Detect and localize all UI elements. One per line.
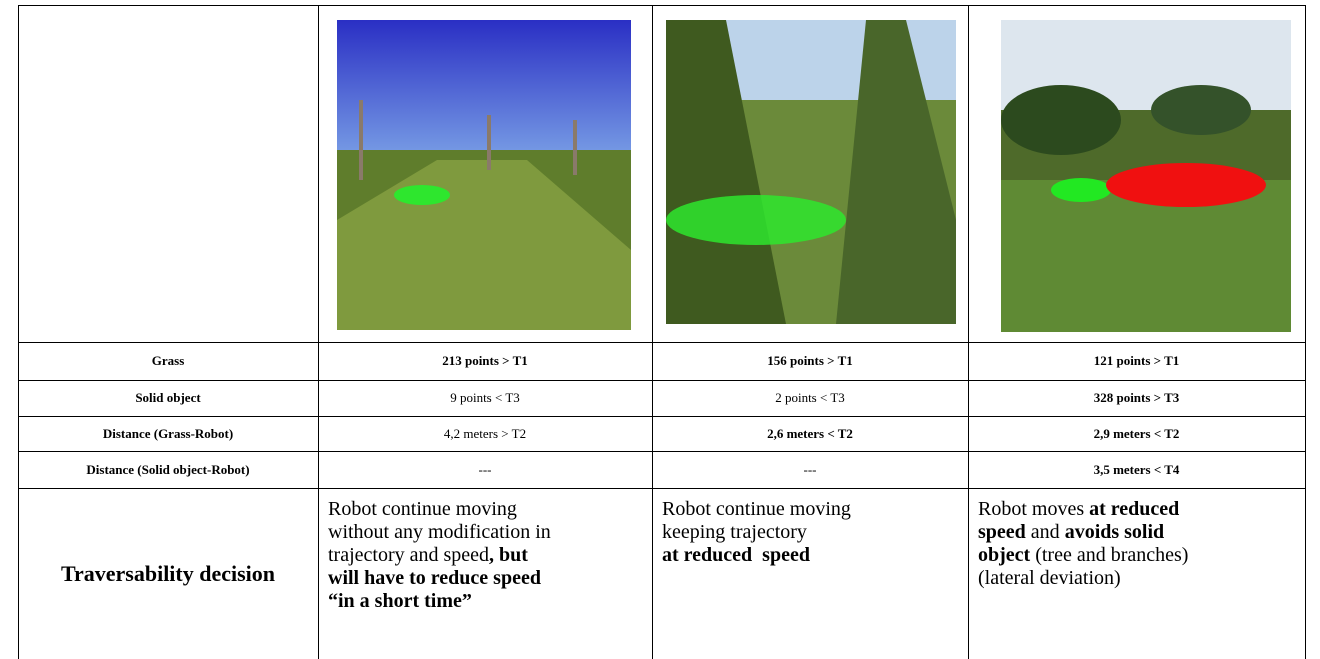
cell-value: 2,6 meters < T2 bbox=[767, 425, 853, 441]
cell-value: 2,9 meters < T2 bbox=[1093, 425, 1180, 441]
cell-value: --- bbox=[478, 461, 492, 477]
decision-text: Robot moves at reduced speed and avoids s… bbox=[978, 498, 1188, 590]
text-segment: Robot continue moving bbox=[662, 498, 851, 520]
text-segment: keeping trajectory bbox=[662, 521, 807, 543]
text-line: Robot moves at reduced bbox=[978, 498, 1188, 521]
cell-value: 2 points < T3 bbox=[775, 390, 845, 405]
cell-value: --- bbox=[803, 461, 817, 477]
row-border bbox=[18, 416, 1306, 417]
text-line: Robot continue moving bbox=[662, 498, 851, 521]
column-border bbox=[18, 5, 19, 659]
text-segment: at reduced speed bbox=[662, 544, 810, 566]
cell-value: 156 points > T1 bbox=[767, 353, 853, 368]
text-segment: at reduced bbox=[1089, 498, 1180, 520]
column-border bbox=[968, 5, 969, 659]
text-segment: (tree and branches) bbox=[1030, 544, 1189, 566]
text-line: without any modification in bbox=[328, 521, 551, 544]
photo-vineyard bbox=[337, 20, 631, 330]
cell-value: 3,5 meters < T4 bbox=[1093, 461, 1180, 477]
cell-value: 9 points < T3 bbox=[450, 390, 520, 405]
text-segment: (lateral deviation) bbox=[978, 567, 1121, 589]
text-line: Robot continue moving bbox=[328, 498, 551, 521]
text-line: will have to reduce speed bbox=[328, 567, 551, 590]
decision-label: Traversability decision bbox=[60, 560, 276, 586]
column-border bbox=[318, 5, 319, 659]
text-line: at reduced speed bbox=[662, 544, 851, 567]
text-segment: , but bbox=[489, 544, 528, 566]
text-segment: without any modification in bbox=[328, 521, 551, 543]
decision-text: Robot continue moving without any modific… bbox=[328, 498, 551, 613]
cell-value: 4,2 meters > T2 bbox=[443, 425, 527, 441]
text-segment: and bbox=[1025, 521, 1065, 543]
photo-tall-grass bbox=[666, 20, 956, 324]
cell-value: 213 points > T1 bbox=[442, 353, 528, 368]
text-segment: avoids solid bbox=[1064, 521, 1165, 543]
text-line: trajectory and speed, but bbox=[328, 544, 551, 567]
text-segment: trajectory and speed bbox=[328, 544, 490, 566]
text-segment: will have to reduce speed bbox=[328, 567, 541, 589]
text-segment: object bbox=[978, 544, 1031, 566]
cell-value: 328 points > T3 bbox=[1093, 390, 1180, 405]
text-line: speed and avoids solid bbox=[978, 521, 1188, 544]
decision-text: Robot continue moving keeping trajectory a… bbox=[662, 498, 851, 567]
row-label: Distance (Grass-Robot) bbox=[102, 425, 234, 441]
text-segment: Robot continue moving bbox=[328, 498, 517, 520]
row-border bbox=[18, 451, 1306, 452]
text-segment: “in a short time” bbox=[328, 590, 472, 612]
text-segment: speed bbox=[978, 521, 1026, 543]
row-border bbox=[18, 380, 1306, 381]
column-border bbox=[1305, 5, 1306, 659]
row-border bbox=[18, 5, 1306, 6]
row-label: Distance (Solid object-Robot) bbox=[86, 461, 250, 477]
photo-tree bbox=[1001, 20, 1291, 332]
row-label: Grass bbox=[151, 353, 185, 368]
text-segment: Robot moves bbox=[978, 498, 1090, 520]
row-label: Solid object bbox=[135, 390, 201, 405]
text-line: (lateral deviation) bbox=[978, 567, 1188, 590]
text-line: “in a short time” bbox=[328, 590, 551, 613]
row-border bbox=[18, 488, 1306, 489]
text-line: object (tree and branches) bbox=[978, 544, 1188, 567]
text-line: keeping trajectory bbox=[662, 521, 851, 544]
column-border bbox=[652, 5, 653, 659]
cell-value: 121 points > T1 bbox=[1093, 353, 1180, 368]
row-border bbox=[18, 342, 1306, 343]
